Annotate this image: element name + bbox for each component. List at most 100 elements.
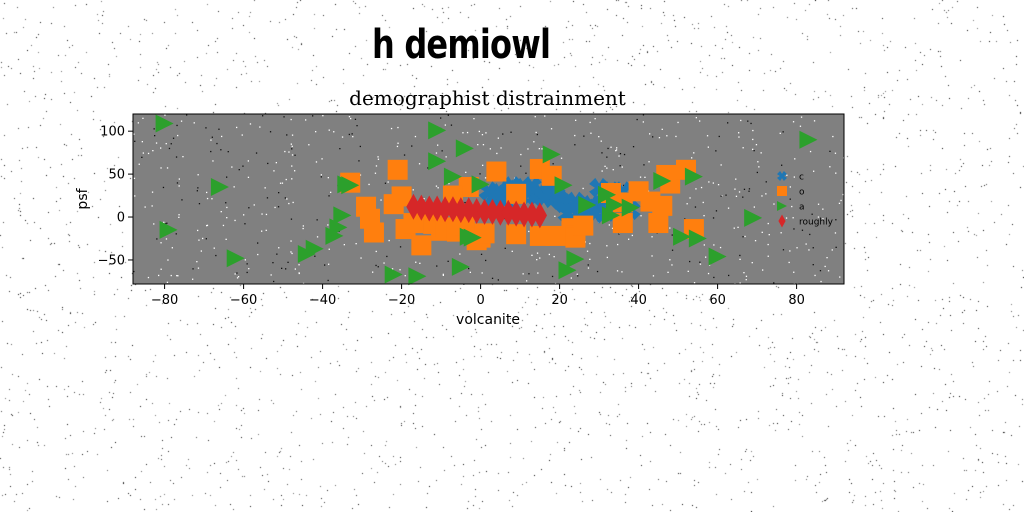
noise-speck: [399, 269, 401, 271]
noise-speck: [464, 201, 466, 204]
point-o: [573, 215, 594, 236]
noise-speck: [236, 277, 239, 279]
noise-speck: [270, 274, 272, 276]
noise-speck: [695, 117, 697, 119]
noise-speck: [785, 217, 788, 219]
noise-speck: [165, 238, 168, 240]
legend: coa roughly: [777, 171, 834, 228]
noise-speck: [290, 118, 292, 121]
noise-speck: [541, 148, 543, 150]
noise-speck: [249, 123, 252, 125]
noise-speck: [158, 274, 160, 277]
noise-speck: [294, 154, 296, 156]
noise-speck: [397, 126, 399, 129]
series-a: [155, 114, 818, 286]
noise-speck: [649, 133, 651, 135]
noise-speck: [242, 165, 244, 167]
noise-speck: [343, 244, 345, 246]
noise-speck: [133, 133, 135, 135]
noise-speck: [387, 181, 389, 183]
noise-speck: [720, 164, 722, 166]
noise-speck: [780, 232, 782, 234]
point-a: [708, 247, 727, 266]
noise-speck: [291, 148, 293, 150]
x-tick-label: −60: [230, 293, 257, 308]
noise-speck: [448, 182, 450, 185]
noise-speck: [528, 230, 530, 233]
noise-speck: [606, 167, 608, 169]
noise-speck: [694, 206, 697, 208]
noise-speck: [244, 259, 246, 261]
noise-speck: [767, 243, 769, 246]
noise-speck: [447, 114, 449, 116]
point-o: [506, 224, 527, 245]
point-o: [387, 159, 408, 180]
noise-speck: [390, 127, 393, 130]
noise-speck: [302, 227, 304, 230]
noise-speck: [155, 142, 158, 144]
noise-speck: [667, 271, 669, 273]
noise-speck: [574, 134, 576, 137]
noise-speck: [606, 245, 608, 247]
noise-speck: [752, 138, 754, 141]
noise-speck: [399, 246, 402, 248]
noise-speck: [466, 131, 469, 134]
noise-speck: [287, 261, 289, 263]
noise-speck: [264, 187, 266, 189]
noise-speck: [693, 152, 695, 154]
noise-speck: [220, 149, 222, 151]
noise-speck: [669, 259, 671, 261]
noise-speck: [651, 255, 653, 257]
noise-speck: [752, 129, 754, 132]
noise-speck: [465, 171, 467, 173]
series-roughly: [406, 193, 547, 229]
point-a: [408, 267, 427, 286]
noise-speck: [607, 147, 609, 150]
noise-speck: [269, 131, 272, 133]
noise-speck: [283, 116, 285, 118]
noise-speck: [358, 160, 360, 162]
noise-speck: [255, 152, 258, 154]
noise-speck: [348, 133, 350, 136]
noise-speck: [809, 150, 812, 153]
noise-speck: [652, 275, 655, 277]
noise-speck: [147, 276, 150, 279]
point-c: [521, 176, 542, 197]
noise-speck: [162, 186, 165, 189]
noise-speck: [618, 155, 620, 157]
noise-speck: [788, 261, 790, 264]
noise-speck: [197, 267, 200, 269]
noise-speck: [594, 118, 596, 120]
noise-speck: [206, 191, 208, 194]
noise-speck: [352, 136, 354, 138]
noise-speck: [206, 225, 208, 227]
noise-speck: [768, 234, 770, 236]
noise-speck: [560, 157, 563, 159]
noise-speck: [205, 238, 207, 240]
noise-speck: [151, 205, 153, 207]
point-o: [612, 213, 633, 234]
noise-speck: [481, 272, 483, 274]
noise-speck: [468, 267, 470, 270]
noise-speck: [192, 278, 194, 280]
noise-speck: [247, 160, 249, 162]
noise-speck: [175, 233, 177, 235]
noise-speck: [415, 261, 417, 263]
noise-speck: [213, 247, 215, 249]
x-tick-label: −20: [388, 293, 415, 308]
noise-speck: [619, 165, 621, 167]
noise-speck: [484, 177, 487, 179]
noise-speck: [215, 254, 217, 257]
noise-speck: [608, 224, 610, 226]
noise-speck: [715, 210, 718, 212]
noise-speck: [604, 165, 606, 167]
noise-speck: [198, 239, 200, 241]
noise-speck: [181, 199, 183, 201]
noise-speck: [386, 255, 388, 258]
noise-speck: [291, 145, 293, 147]
noise-speck: [153, 128, 155, 130]
point-a: [673, 227, 692, 246]
noise-speck: [291, 165, 293, 167]
noise-speck: [623, 184, 625, 187]
noise-speck: [278, 192, 280, 194]
